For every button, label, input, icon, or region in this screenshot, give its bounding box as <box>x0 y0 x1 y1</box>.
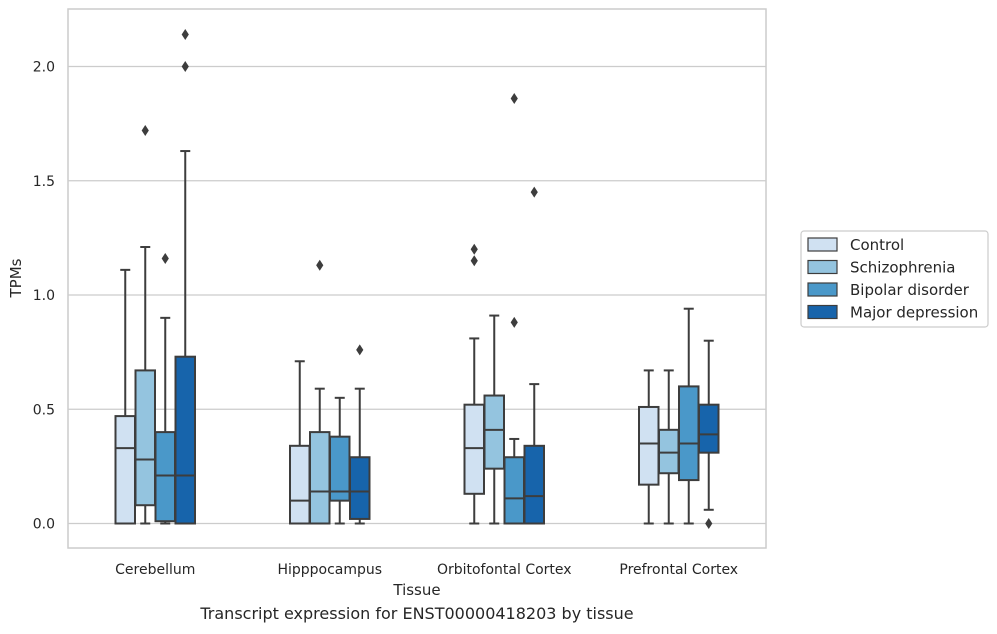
outlier-point <box>510 316 518 328</box>
outlier-point <box>356 344 364 356</box>
iqr-box <box>114 415 136 525</box>
y-tick-label: 1.5 <box>33 174 55 190</box>
y-tick-label: 1.0 <box>33 288 55 304</box>
box-bipolar-disorder <box>329 396 351 525</box>
outlier-point <box>705 518 713 529</box>
iqr-box <box>154 431 176 523</box>
iqr-box <box>658 428 680 475</box>
box-major-depression <box>349 344 371 525</box>
x-tick-label: Hipppocampus <box>277 562 382 578</box>
legend: Control Schizophrenia Bipolar disorder Majo… <box>800 230 989 328</box>
legend-swatch <box>807 237 838 252</box>
y-tick-label: 0.5 <box>33 402 55 418</box>
box-bipolar-disorder <box>503 92 525 525</box>
iqr-box <box>638 405 660 486</box>
iqr-box <box>289 444 311 525</box>
y-tick-label: 2.0 <box>33 60 55 76</box>
outlier-point <box>141 124 149 136</box>
box-major-depression <box>174 29 196 525</box>
outlier-point <box>470 243 478 255</box>
iqr-box <box>483 394 505 470</box>
legend-swatch <box>807 282 838 297</box>
figure-caption: Transcript expression for ENST0000041820… <box>200 604 634 623</box>
y-axis-label: TPMs <box>7 258 25 298</box>
iqr-box <box>349 456 371 520</box>
legend-label: Bipolar disorder <box>850 281 970 299</box>
legend-frame <box>800 230 989 328</box>
outlier-point <box>181 29 189 41</box>
x-tick-label: Cerebellum <box>115 562 195 578</box>
box-control <box>114 268 136 525</box>
iqr-box <box>463 403 485 495</box>
iqr-box <box>503 456 525 525</box>
iqr-box <box>698 403 720 454</box>
box-major-depression <box>698 339 720 529</box>
outlier-point <box>530 186 538 198</box>
outlier-point <box>316 259 324 271</box>
box-groups <box>114 29 720 529</box>
iqr-box <box>174 355 196 525</box>
iqr-box <box>678 385 700 482</box>
box-schizophrenia <box>483 314 505 525</box>
iqr-box <box>523 444 545 525</box>
iqr-box <box>134 369 156 507</box>
outlier-point <box>181 61 189 72</box>
y-tick-label: 0.0 <box>33 517 55 533</box>
legend-swatch <box>807 304 838 320</box>
outlier-point <box>161 252 169 264</box>
x-tick-labels: Cerebellum Hipppocampus Orbitofontal Corte… <box>115 562 738 578</box>
x-tick-label: Orbitofontal Cortex <box>437 562 572 578</box>
x-tick-label: Prefrontal Cortex <box>619 562 738 578</box>
outlier-point <box>510 92 518 104</box>
legend-swatch <box>807 259 838 275</box>
outlier-point <box>470 255 478 267</box>
y-tick-labels: 0.0 0.5 1.0 1.5 2.0 <box>33 60 55 533</box>
legend-label: Major depression <box>850 304 978 322</box>
iqr-box <box>309 431 331 525</box>
legend-label: Schizophrenia <box>850 259 955 277</box>
box-bipolar-disorder <box>678 307 700 525</box>
box-control <box>463 243 485 525</box>
plot-frame <box>67 8 767 549</box>
legend-label: Control <box>850 236 904 254</box>
box-schizophrenia <box>658 369 680 525</box>
x-axis-label: Tissue <box>392 581 440 599</box>
box-major-depression <box>523 186 545 525</box>
